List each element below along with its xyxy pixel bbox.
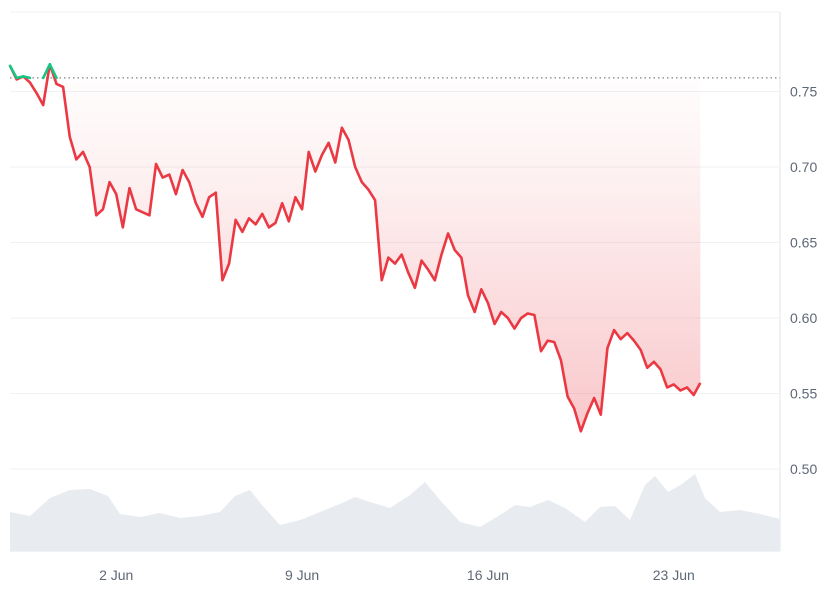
price-line-above-segment xyxy=(48,63,58,80)
y-tick-label: 0.60 xyxy=(790,310,817,326)
y-axis: 0.50 0.55 0.60 0.65 0.70 0.75 xyxy=(790,84,817,478)
price-fill-area xyxy=(10,64,701,432)
price-line-above-segment xyxy=(8,64,18,80)
volume-silhouette xyxy=(10,474,780,551)
x-tick-label: 2 Jun xyxy=(99,567,133,583)
price-fill xyxy=(10,64,701,432)
price-line-path xyxy=(8,63,702,433)
price-line-above-segment xyxy=(41,63,52,80)
x-tick-label: 9 Jun xyxy=(285,567,319,583)
volume-area xyxy=(10,474,780,551)
y-tick-label: 0.75 xyxy=(790,84,817,100)
price-line xyxy=(8,63,702,433)
x-tick-label: 16 Jun xyxy=(467,567,509,583)
x-tick-label: 23 Jun xyxy=(653,567,695,583)
price-line-above-segment xyxy=(21,75,32,80)
x-axis: 2 Jun 9 Jun 16 Jun 23 Jun xyxy=(99,567,695,583)
y-tick-label: 0.65 xyxy=(790,235,817,251)
y-tick-label: 0.55 xyxy=(790,386,817,402)
y-tick-label: 0.50 xyxy=(790,461,817,477)
y-tick-label: 0.70 xyxy=(790,159,817,175)
